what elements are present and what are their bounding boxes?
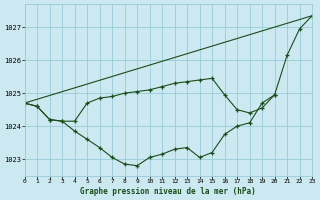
X-axis label: Graphe pression niveau de la mer (hPa): Graphe pression niveau de la mer (hPa) xyxy=(81,187,256,196)
